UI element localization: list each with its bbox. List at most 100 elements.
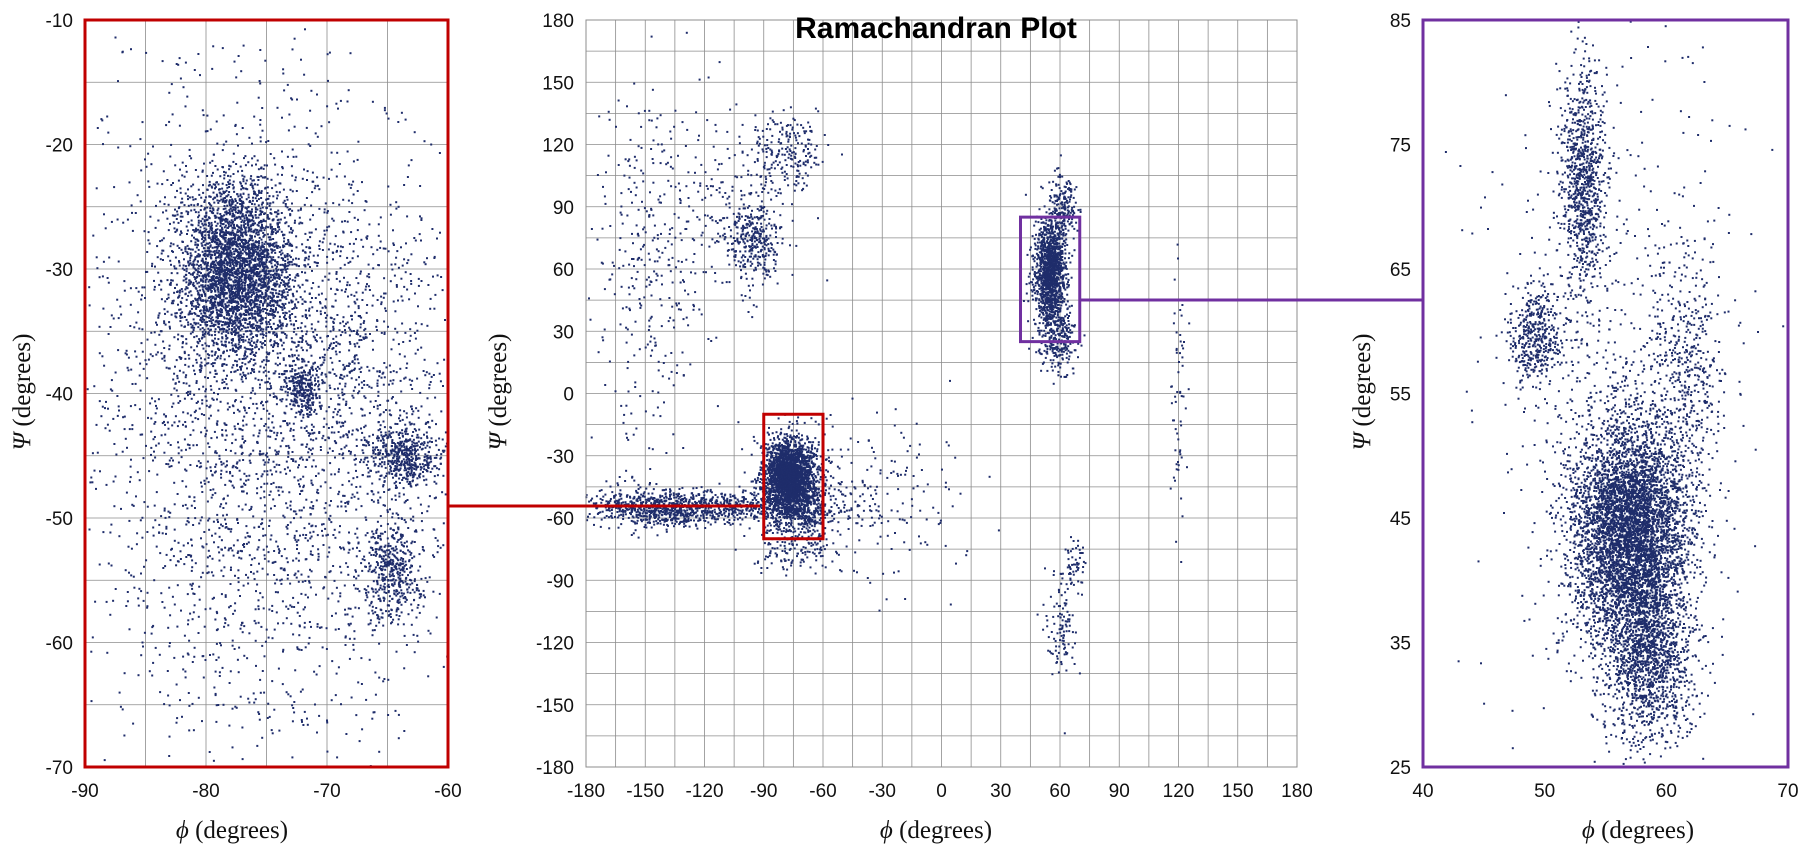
data-point bbox=[236, 320, 238, 322]
data-point bbox=[201, 316, 203, 318]
data-point bbox=[226, 212, 228, 214]
data-point bbox=[198, 286, 200, 288]
data-point bbox=[242, 246, 244, 248]
data-point bbox=[256, 306, 258, 308]
data-point bbox=[190, 240, 192, 242]
data-point bbox=[238, 290, 240, 292]
data-point bbox=[205, 350, 207, 352]
data-point bbox=[317, 380, 319, 382]
data-point bbox=[296, 388, 298, 390]
data-point bbox=[195, 305, 197, 307]
data-point bbox=[255, 193, 257, 195]
data-point bbox=[248, 194, 250, 196]
data-point bbox=[176, 211, 178, 213]
data-point bbox=[265, 327, 267, 329]
data-point bbox=[271, 313, 273, 315]
data-point bbox=[379, 478, 381, 480]
data-point bbox=[227, 332, 229, 334]
data-point bbox=[256, 231, 258, 233]
data-point bbox=[189, 257, 191, 259]
data-point bbox=[267, 297, 269, 299]
data-point bbox=[400, 465, 402, 467]
data-point bbox=[274, 252, 276, 254]
data-point bbox=[403, 487, 405, 489]
data-point bbox=[230, 207, 232, 209]
data-point bbox=[243, 187, 245, 189]
data-point bbox=[208, 237, 210, 239]
data-point bbox=[173, 373, 175, 375]
data-point bbox=[254, 246, 256, 248]
data-point bbox=[204, 309, 206, 311]
data-point bbox=[212, 365, 214, 367]
data-point bbox=[271, 252, 273, 254]
data-point bbox=[323, 230, 325, 232]
data-point bbox=[198, 253, 200, 255]
data-point bbox=[197, 322, 199, 324]
data-point bbox=[265, 370, 267, 372]
data-point bbox=[255, 211, 257, 213]
data-point bbox=[233, 327, 235, 329]
data-point bbox=[198, 282, 200, 284]
data-point bbox=[356, 439, 358, 441]
data-point bbox=[232, 344, 234, 346]
data-point bbox=[264, 340, 266, 342]
data-point bbox=[271, 328, 273, 330]
data-point bbox=[197, 301, 199, 303]
data-point bbox=[286, 196, 288, 198]
data-point bbox=[264, 302, 266, 304]
data-point bbox=[198, 220, 200, 222]
data-point bbox=[267, 198, 269, 200]
data-point bbox=[198, 249, 200, 251]
data-point bbox=[269, 319, 271, 321]
data-point bbox=[384, 461, 386, 463]
data-point bbox=[241, 170, 243, 172]
data-point bbox=[202, 288, 204, 290]
data-point bbox=[198, 215, 200, 217]
data-point bbox=[191, 294, 193, 296]
data-point bbox=[204, 312, 206, 314]
data-point bbox=[209, 315, 211, 317]
data-point bbox=[232, 350, 234, 352]
data-point bbox=[220, 195, 222, 197]
data-point bbox=[281, 231, 283, 233]
data-point bbox=[276, 333, 278, 335]
data-point bbox=[225, 305, 227, 307]
data-point bbox=[272, 301, 274, 303]
data-point bbox=[307, 416, 309, 418]
data-point bbox=[287, 199, 289, 201]
data-point bbox=[243, 176, 245, 178]
data-point bbox=[246, 300, 248, 302]
data-point bbox=[191, 220, 193, 222]
data-point bbox=[185, 274, 187, 276]
data-point bbox=[261, 190, 263, 192]
data-point bbox=[217, 212, 219, 214]
data-point bbox=[193, 312, 195, 314]
data-point bbox=[244, 322, 246, 324]
data-point bbox=[185, 338, 187, 340]
data-point bbox=[231, 201, 233, 203]
data-point bbox=[212, 207, 214, 209]
data-point bbox=[224, 266, 226, 268]
data-point bbox=[225, 274, 227, 276]
data-point bbox=[253, 359, 255, 361]
data-point bbox=[205, 331, 207, 333]
data-point bbox=[202, 260, 204, 262]
data-point bbox=[210, 257, 212, 259]
data-point bbox=[215, 294, 217, 296]
data-point bbox=[244, 363, 246, 365]
data-point bbox=[231, 319, 233, 321]
data-point bbox=[238, 297, 240, 299]
data-point bbox=[269, 302, 271, 304]
data-point bbox=[227, 301, 229, 303]
data-point bbox=[211, 322, 213, 324]
data-point bbox=[250, 247, 252, 249]
data-point bbox=[187, 261, 189, 263]
data-point bbox=[217, 338, 219, 340]
data-point bbox=[241, 362, 243, 364]
data-point bbox=[225, 230, 227, 232]
data-point bbox=[261, 204, 263, 206]
data-point bbox=[206, 250, 208, 252]
data-point bbox=[277, 263, 279, 265]
data-point bbox=[300, 427, 302, 429]
data-point bbox=[226, 199, 228, 201]
